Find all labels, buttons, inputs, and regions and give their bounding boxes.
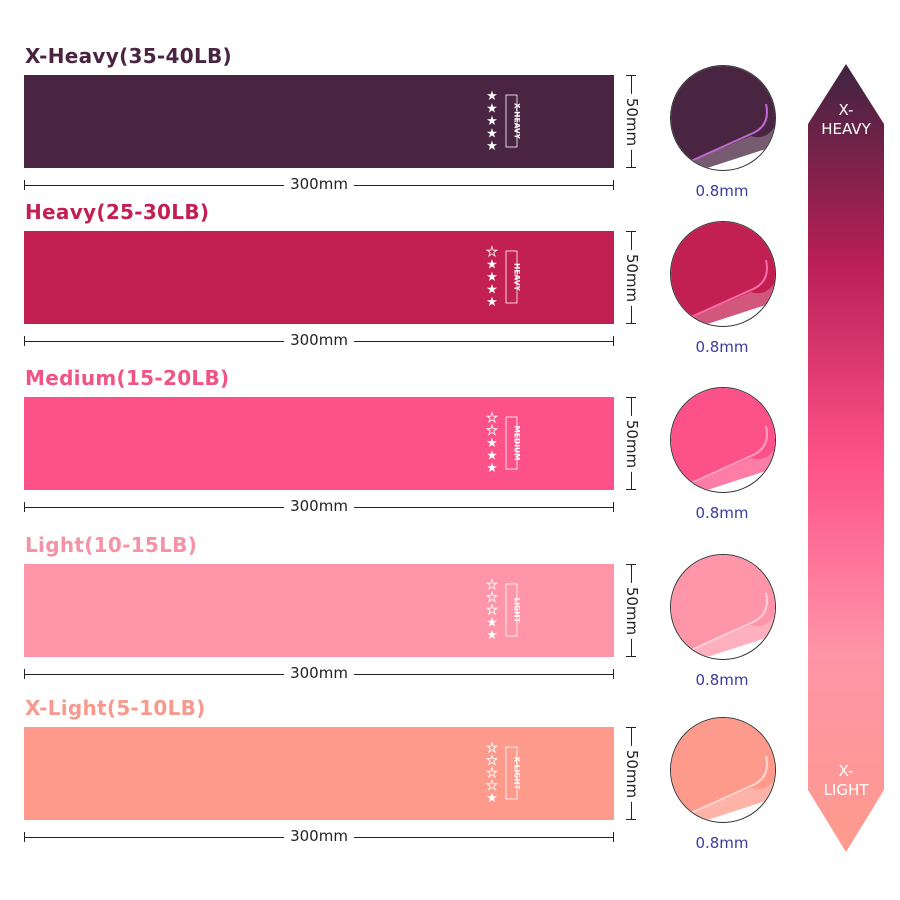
band-strength-tag: ★ ★ ★ ★ ★ LIGHT [486,578,522,643]
scale-top-label: X- HEAVY [821,101,871,138]
band-tag-text: MEDIUM [513,425,521,460]
band-strength-tag: ★ ★ ★ ★ ★ X-HEAVY [486,89,521,154]
star-filled-icon: ★ [486,139,498,151]
band-tag-text: LIGHT [513,597,521,623]
band-strength-tag: ★ ★ ★ ★ ★ HEAVY [486,245,522,310]
width-dimension: 50mm [620,231,644,324]
star-rating: ★★★★★ X-HEAVY [486,89,521,154]
star-outline-icon: ★ [486,766,498,781]
length-dimension: 300mm [24,664,614,682]
band-title: Heavy(25-30LB) [25,200,210,224]
length-label: 300mm [284,175,354,193]
length-dimension: 300mm [24,175,614,193]
star-filled-icon: ★ [486,114,498,129]
star-outline-icon: ★ [486,591,498,606]
length-label: 300mm [284,827,354,845]
star-rating: ★★★★★ LIGHT [486,578,522,643]
star-outline-icon: ★ [486,411,498,426]
width-dimension: 50mm [620,397,644,490]
band-swatch: ★ ★ ★ ★ ★ X-LIGHT [24,727,614,820]
width-label: 50mm [623,745,641,802]
width-label: 50mm [623,415,641,472]
length-label: 300mm [284,664,354,682]
star-filled-icon: ★ [486,791,498,803]
width-dimension: 50mm [620,75,644,168]
star-filled-icon: ★ [486,436,498,451]
thickness-label: 0.8mm [695,338,749,356]
star-outline-icon: ★ [486,578,498,593]
star-filled-icon: ★ [486,295,498,307]
star-filled-icon: ★ [486,449,498,464]
band-thickness-closeup [670,65,776,171]
length-label: 300mm [284,497,354,515]
star-filled-icon: ★ [486,258,498,273]
star-rating: ★★★★★ X-LIGHT [486,741,522,806]
band-thickness-closeup [670,554,776,660]
scale-bottom-label: X- LIGHT [823,762,869,799]
star-filled-icon: ★ [486,461,498,473]
star-filled-icon: ★ [486,628,498,640]
width-label: 50mm [623,93,641,150]
band-thickness-closeup [670,717,776,823]
band-title: Medium(15-20LB) [25,366,230,390]
star-filled-icon: ★ [486,270,498,285]
band-thickness-closeup [670,387,776,493]
thickness-label: 0.8mm [695,182,749,200]
star-outline-icon: ★ [486,424,498,439]
star-filled-icon: ★ [486,616,498,631]
star-outline-icon: ★ [486,779,498,794]
star-filled-icon: ★ [486,89,498,104]
width-label: 50mm [623,249,641,306]
band-thickness-closeup [670,221,776,327]
length-label: 300mm [284,331,354,349]
length-dimension: 300mm [24,827,614,845]
length-dimension: 300mm [24,331,614,349]
band-swatch: ★ ★ ★ ★ ★ MEDIUM [24,397,614,490]
thickness-label: 0.8mm [695,671,749,689]
star-rating: ★★★★★ HEAVY [486,245,522,310]
band-strength-tag: ★ ★ ★ ★ ★ X-LIGHT [486,741,522,806]
band-title: X-Light(5-10LB) [25,696,206,720]
star-outline-icon: ★ [486,603,498,618]
band-tag-text: X-LIGHT [513,756,521,790]
intensity-scale-arrow [808,64,884,852]
thickness-label: 0.8mm [695,834,749,852]
star-outline-icon: ★ [486,754,498,769]
band-swatch: ★ ★ ★ ★ ★ X-HEAVY [24,75,614,168]
star-outline-icon: ★ [486,741,498,756]
band-swatch: ★ ★ ★ ★ ★ LIGHT [24,564,614,657]
band-tag-text: X-HEAVY [513,103,521,140]
band-title: X-Heavy(35-40LB) [25,44,232,68]
star-filled-icon: ★ [486,102,498,117]
band-strength-tag: ★ ★ ★ ★ ★ MEDIUM [486,411,522,476]
width-dimension: 50mm [620,564,644,657]
band-swatch: ★ ★ ★ ★ ★ HEAVY [24,231,614,324]
star-filled-icon: ★ [486,127,498,142]
thickness-label: 0.8mm [695,504,749,522]
band-tag-text: HEAVY [513,263,521,292]
star-filled-icon: ★ [486,283,498,298]
width-label: 50mm [623,582,641,639]
length-dimension: 300mm [24,497,614,515]
band-title: Light(10-15LB) [25,533,198,557]
width-dimension: 50mm [620,727,644,820]
star-outline-icon: ★ [486,245,498,260]
star-rating: ★★★★★ MEDIUM [486,411,522,476]
